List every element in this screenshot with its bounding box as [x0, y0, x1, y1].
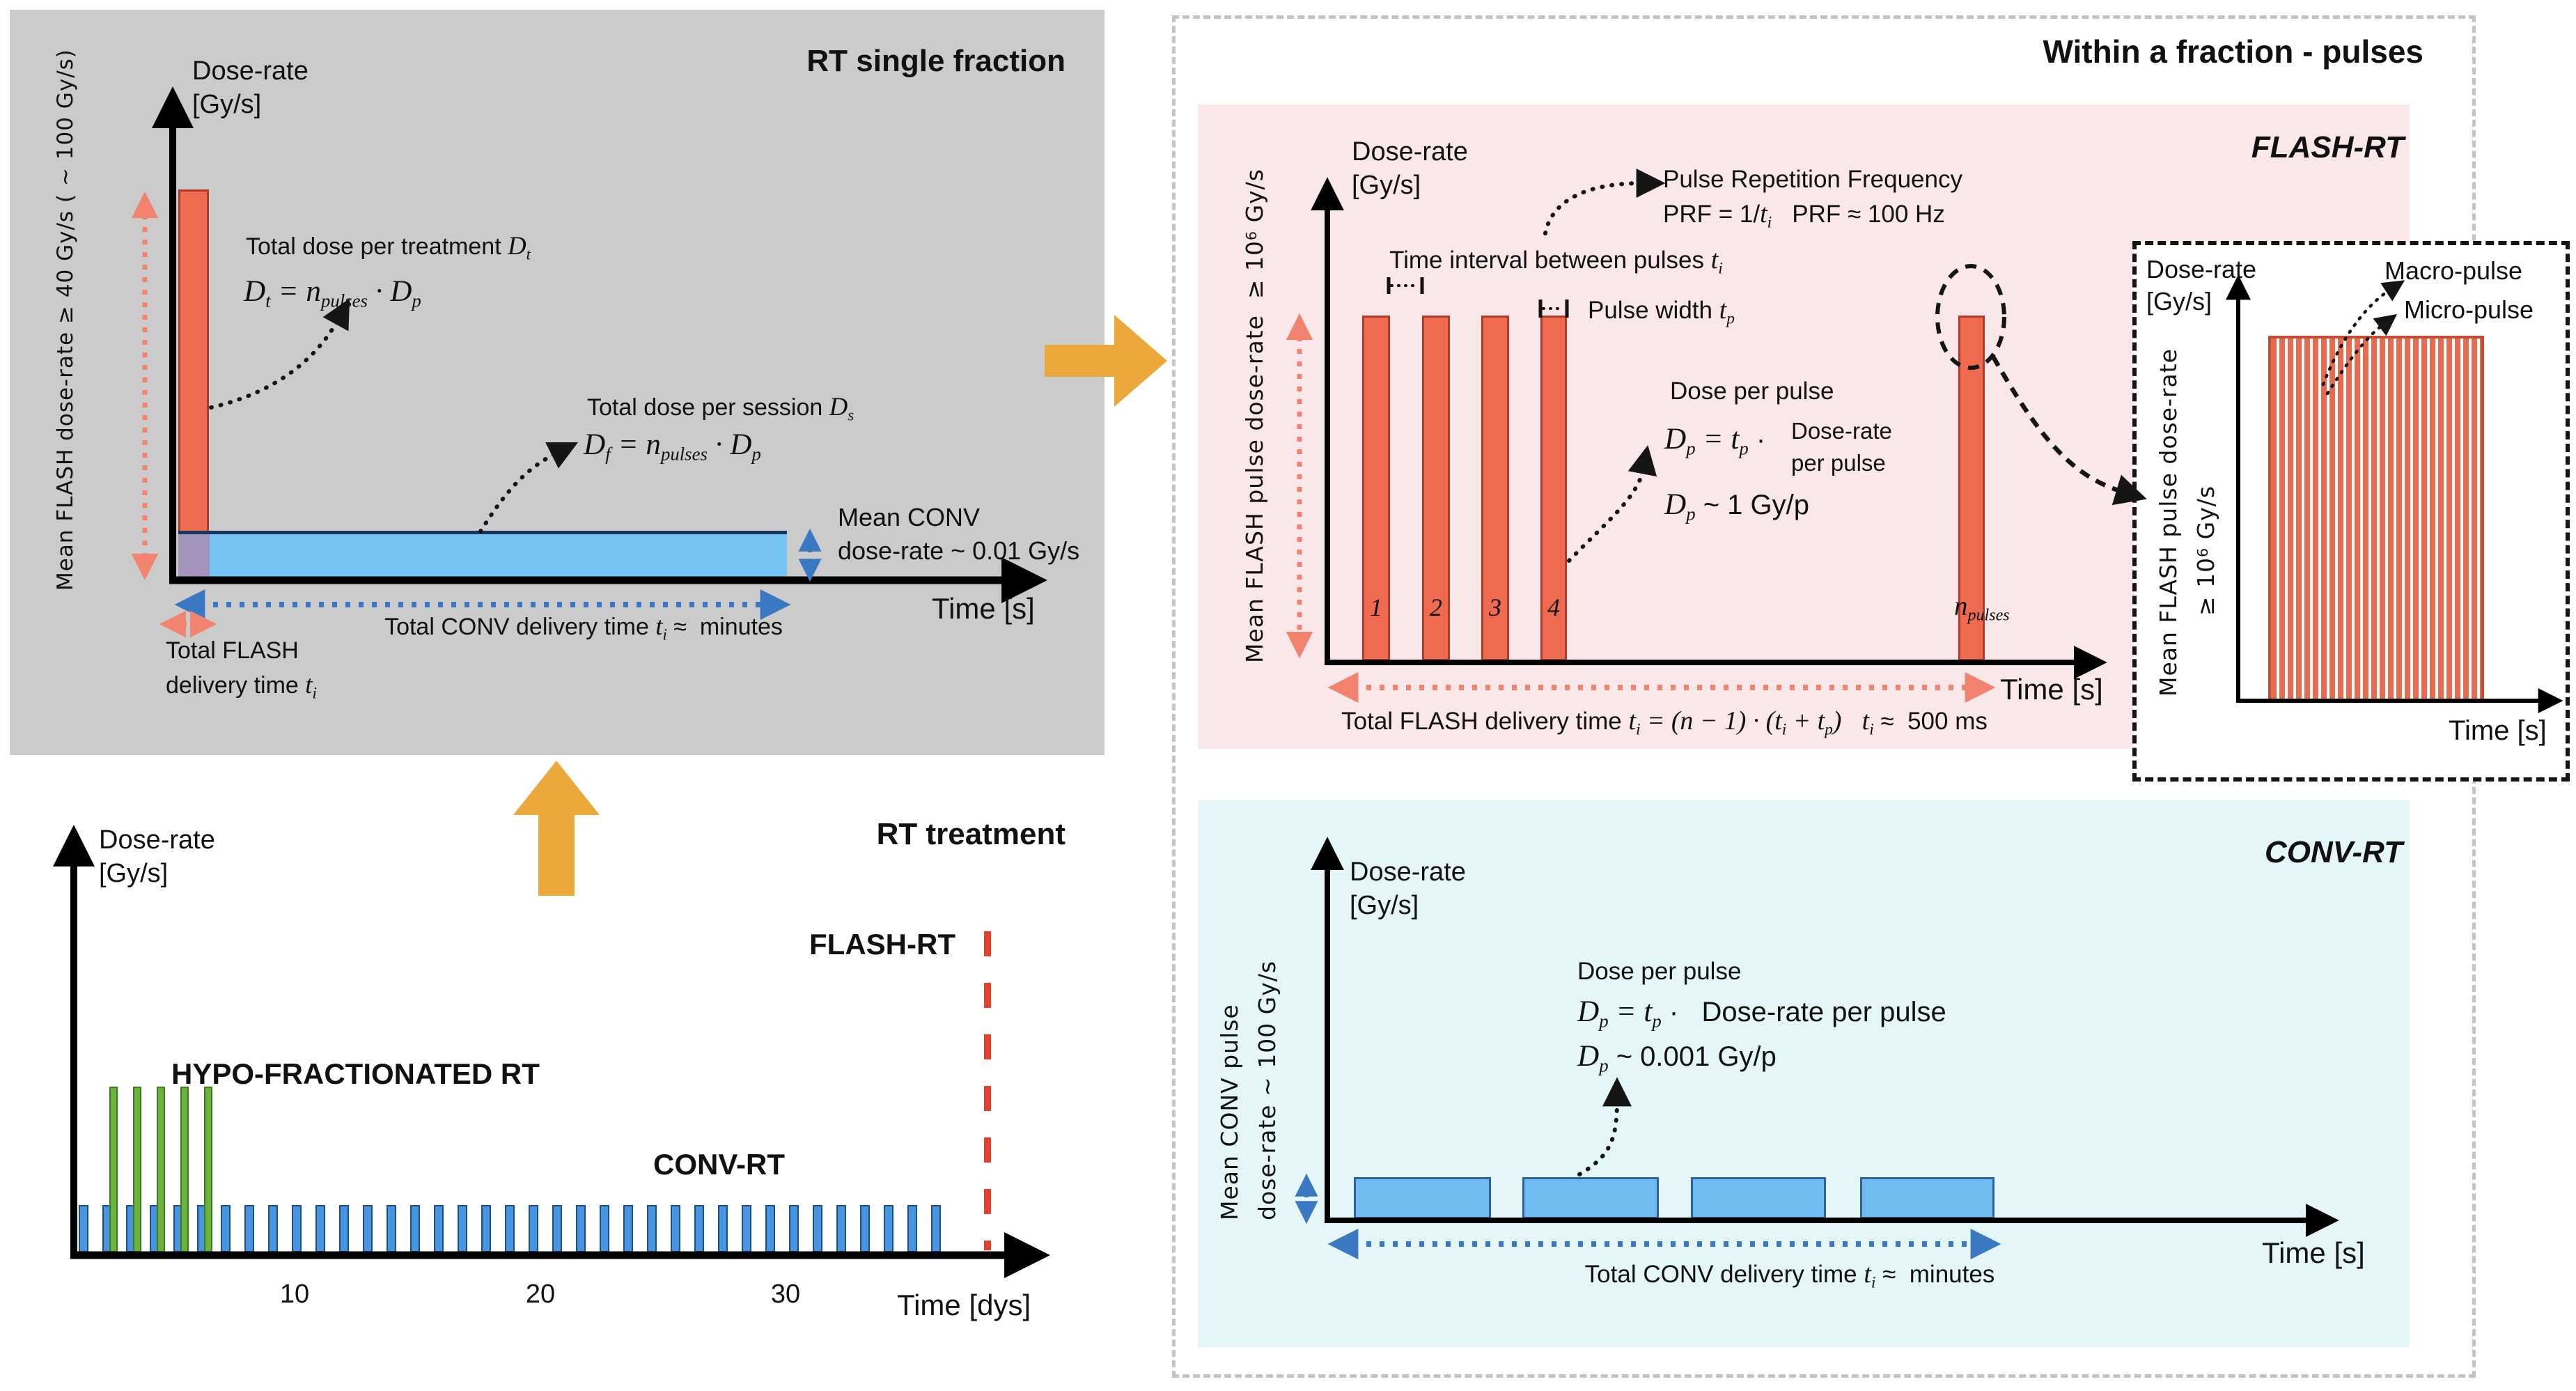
flash-pulse-4	[1540, 316, 1567, 661]
pulse-number-2: 2	[1430, 593, 1442, 621]
single-fraction-x-label: Time [s]	[932, 592, 1035, 625]
flash-total-time-label: Total FLASH delivery time ti = (n − 1) ·…	[1341, 706, 1988, 739]
flash-panel-y-label: Dose-rate	[1352, 137, 1468, 166]
inset-y-unit: [Gy/s]	[2146, 287, 2212, 316]
rt-treatment-y-label: Dose-rate	[99, 825, 215, 855]
flash-pulse-3	[1481, 316, 1509, 661]
dose-per-pulse-equation: Dp = tp ·	[1664, 423, 1766, 459]
dose-rate-per-pulse-line1: Dose-rate	[1791, 418, 1892, 444]
dose-per-pulse-title: Dose per pulse	[1670, 378, 1834, 405]
prf-title: Pulse Repetition Frequency	[1663, 166, 1962, 193]
n-pulse-highlight-ellipse	[1935, 264, 2006, 370]
single-fraction-y-unit: [Gy/s]	[192, 90, 262, 119]
dose-per-pulse-value: Dp ~ 1 Gy/p	[1664, 488, 1810, 524]
mean-conv-rate-line2: dose-rate ~ 0.01 Gy/s	[838, 536, 1080, 565]
flash-pulse-1	[1362, 316, 1390, 661]
session-dose-label: Total dose per session Ds	[587, 392, 854, 424]
flash-delivery-time-line1: Total FLASH	[166, 637, 299, 664]
conv-dose-per-pulse-equation: Dp = tp · Dose-rate per pulse	[1577, 995, 1946, 1032]
conv-total-time-label: Total CONV delivery time ti ≈ minutes	[1584, 1259, 1995, 1292]
flash-rt-label: FLASH-RT	[809, 928, 955, 961]
inset-y-label: Dose-rate	[2146, 255, 2257, 283]
flash-panel-y-unit: [Gy/s]	[1352, 171, 1421, 200]
n-pulses-label: npulses	[1954, 591, 2010, 625]
pulse-number-1: 1	[1370, 593, 1382, 621]
dose-per-pulse-pointer	[1567, 444, 1657, 563]
treatment-dose-pointer	[209, 298, 350, 410]
single-fraction-y-label: Dose-rate	[192, 56, 309, 86]
session-dose-equation: Df = npulses · Dp	[584, 428, 761, 465]
tick-20: 20	[525, 1280, 556, 1309]
conv-panel-y-unit: [Gy/s]	[1350, 891, 1419, 920]
rt-treatment-x-label: Time [dys]	[897, 1289, 1031, 1321]
inset-x-label: Time [s]	[2449, 715, 2547, 746]
micro-pulse-label: Micro-pulse	[2404, 295, 2534, 324]
right-arrow	[1045, 315, 1167, 407]
treatment-dose-equation: Dt = npulses · Dp	[244, 275, 421, 311]
pulse-number-3: 3	[1489, 593, 1501, 621]
conv-pulse-1	[1354, 1177, 1491, 1219]
prf-equation: PRF = 1/ti PRF ≈ 100 Hz	[1663, 199, 1945, 232]
flash-pulse-rate-annotation: Mean FLASH pulse dose-rate ≥ 106 Gy/s	[1241, 169, 1268, 663]
flash-dose-bar	[178, 189, 209, 577]
up-arrow	[513, 761, 600, 896]
conv-dose-bar	[178, 531, 787, 577]
conv-delivery-time-label: Total CONV delivery time ti ≈ minutes	[384, 612, 783, 644]
micro-pulse-pointer	[2325, 313, 2398, 396]
tick-30: 30	[770, 1280, 801, 1309]
conv-rt-label: CONV-RT	[653, 1148, 785, 1181]
pulse-number-4: 4	[1547, 593, 1560, 621]
conv-pulse-rate-annotation-line2: dose-rate ~ 100 Gy/s	[1254, 960, 1281, 1220]
flash-panel-x-label: Time [s]	[2000, 673, 2103, 706]
conv-panel-label: CONV-RT	[2265, 835, 2403, 869]
tick-10: 10	[279, 1280, 310, 1309]
single-fraction-title: RT single fraction	[806, 44, 1065, 78]
conv-dose-per-pulse-value: Dp ~ 0.001 Gy/p	[1577, 1040, 1777, 1076]
conv-panel-y-label: Dose-rate	[1350, 857, 1466, 887]
conv-dose-per-pulse-title: Dose per pulse	[1577, 958, 1742, 985]
macro-pulse-hatched-bar	[2268, 336, 2484, 702]
mean-conv-rate-line1: Mean CONV	[838, 503, 981, 531]
flash-panel-label: FLASH-RT	[2251, 130, 2404, 164]
flash-delivery-time-line2: delivery time ti	[166, 670, 317, 702]
rt-treatment-y-unit: [Gy/s]	[99, 859, 169, 888]
conv-pulse-rate-annotation-line1: Mean CONV pulse	[1216, 1004, 1243, 1220]
treatment-dose-label: Total dose per treatment Dt	[246, 231, 531, 263]
conv-pulse-2	[1522, 1177, 1659, 1219]
conv-panel-x-label: Time [s]	[2262, 1236, 2365, 1269]
inset-y-annotation-line1: Mean FLASH pulse dose-rate	[2155, 348, 2182, 697]
hypo-fractionated-label: HYPO-FRACTIONATED RT	[171, 1057, 540, 1090]
conv-dose-per-pulse-pointer	[1577, 1077, 1632, 1176]
prf-pointer	[1543, 169, 1666, 235]
macro-pulse-pointer	[2321, 280, 2405, 387]
flash-conv-overlap	[178, 534, 210, 577]
macro-pulse-label: Macro-pulse	[2384, 256, 2523, 285]
mean-flash-rate-annotation: Mean FLASH dose-rate ≥ 40 Gy/s ( ~ 100 G…	[53, 49, 78, 591]
session-dose-pointer	[478, 442, 579, 534]
pulse-width-label: Pulse width tp	[1588, 295, 1735, 328]
rt-treatment-title: RT treatment	[876, 817, 1065, 851]
inset-pointer	[1991, 355, 2147, 506]
flash-pulse-n	[1958, 316, 1985, 661]
inset-y-annotation-line2: ≥ 106 Gy/s	[2192, 485, 2219, 616]
interval-label: Time interval between pulses ti	[1389, 245, 1723, 278]
flash-pulse-2	[1422, 316, 1450, 661]
dose-rate-per-pulse-line2: per pulse	[1791, 450, 1886, 476]
within-fraction-title: Within a fraction - pulses	[2043, 33, 2423, 70]
